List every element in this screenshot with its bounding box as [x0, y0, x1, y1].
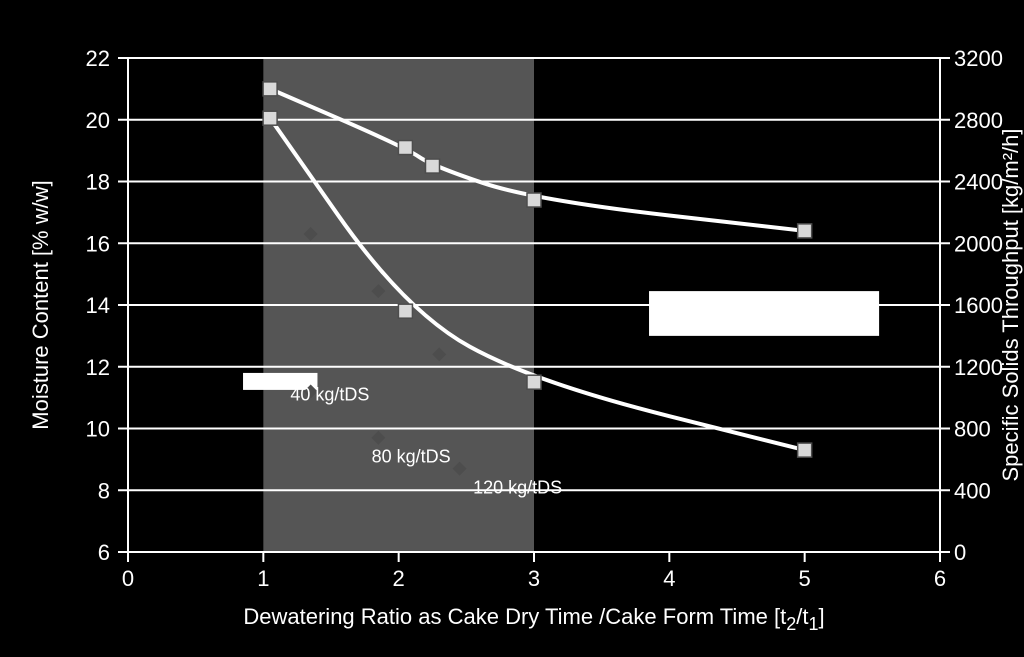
tick-x-label: 1: [257, 566, 269, 591]
annotation-text: 40 kg/tDS: [290, 385, 369, 405]
legend-box: [649, 291, 879, 336]
tick-x-label: 3: [528, 566, 540, 591]
tick-x-label: 6: [934, 566, 946, 591]
chart-svg: 0123456681012141618202204008001200160020…: [0, 0, 1024, 657]
tick-x-label: 0: [122, 566, 134, 591]
tick-yr-label: 2000: [954, 231, 1003, 256]
tick-yl-label: 8: [98, 478, 110, 503]
y-left-label: Moisture Content [% w/w]: [28, 180, 53, 429]
tick-yl-label: 16: [86, 231, 110, 256]
y-right-label: Specific Solids Throughput [kg/m²/h]: [998, 129, 1023, 482]
tick-x-label: 2: [393, 566, 405, 591]
tick-yr-label: 2800: [954, 108, 1003, 133]
annotation-text: 80 kg/tDS: [372, 446, 451, 466]
tick-yl-label: 22: [86, 46, 110, 71]
chart-container: 0123456681012141618202204008001200160020…: [0, 0, 1024, 657]
marker-square: [527, 375, 541, 389]
tick-yl-label: 14: [86, 293, 110, 318]
tick-yl-label: 6: [98, 540, 110, 565]
marker-square: [798, 224, 812, 238]
marker-square: [527, 193, 541, 207]
annotation-text: 120 kg/tDS: [473, 477, 562, 497]
tick-yl-label: 18: [86, 170, 110, 195]
tick-x-label: 4: [663, 566, 675, 591]
marker-square: [398, 304, 412, 318]
tick-yr-label: 400: [954, 478, 991, 503]
tick-yl-label: 20: [86, 108, 110, 133]
tick-yr-label: 1200: [954, 355, 1003, 380]
tick-yl-label: 12: [86, 355, 110, 380]
marker-square: [263, 111, 277, 125]
tick-yr-label: 1600: [954, 293, 1003, 318]
marker-square: [798, 443, 812, 457]
marker-square: [398, 141, 412, 155]
marker-square: [263, 82, 277, 96]
tick-yr-label: 800: [954, 417, 991, 442]
marker-square: [426, 159, 440, 173]
tick-x-label: 5: [799, 566, 811, 591]
tick-yl-label: 10: [86, 417, 110, 442]
tick-yr-label: 3200: [954, 46, 1003, 71]
tick-yr-label: 2400: [954, 170, 1003, 195]
tick-yr-label: 0: [954, 540, 966, 565]
